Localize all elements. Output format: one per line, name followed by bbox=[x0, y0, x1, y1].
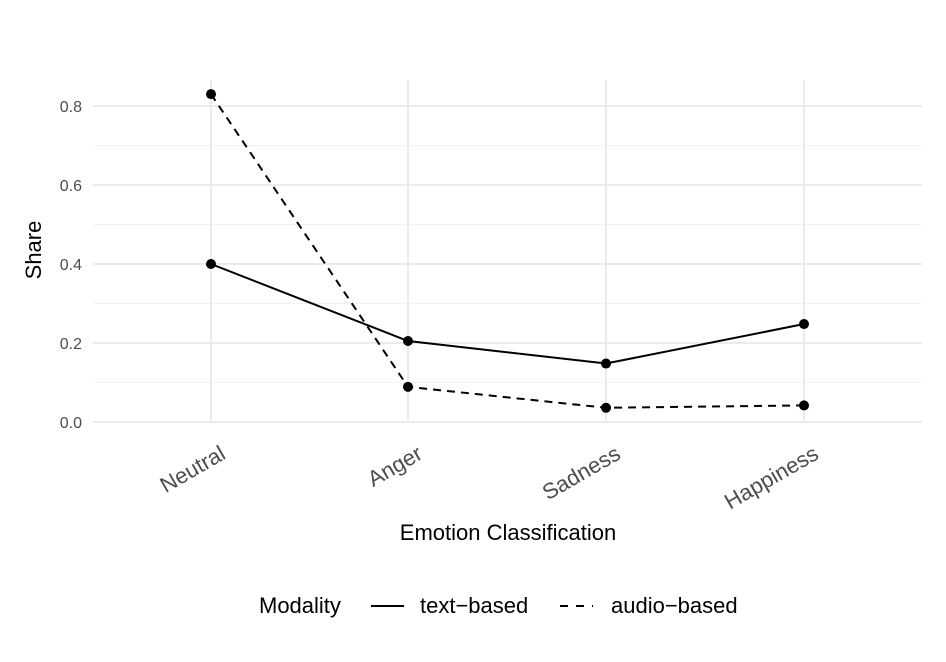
x-tick-labels: Neutral Anger Sadness Happiness bbox=[156, 441, 823, 515]
series-line-audio-based bbox=[210, 93, 805, 409]
y-tick-label: 0.0 bbox=[60, 415, 82, 432]
x-tick-label: Happiness bbox=[720, 441, 823, 515]
y-tick-label: 0.2 bbox=[60, 336, 82, 353]
series-line-text-based bbox=[210, 263, 805, 365]
legend: Modality text−based audio−based bbox=[259, 593, 738, 618]
data-point bbox=[206, 259, 216, 269]
series-layer bbox=[206, 89, 809, 413]
y-tick-label: 0.6 bbox=[60, 178, 82, 195]
data-point bbox=[206, 89, 216, 100]
x-axis-title: Emotion Classification bbox=[400, 520, 616, 545]
data-point bbox=[799, 319, 809, 330]
y-tick-labels: 0.0 0.2 0.4 0.6 0.8 bbox=[60, 99, 82, 432]
x-tick-label: Anger bbox=[363, 441, 426, 492]
data-point bbox=[601, 402, 611, 413]
data-point bbox=[403, 336, 413, 347]
x-tick-label: Sadness bbox=[538, 441, 625, 505]
y-axis-title: Share bbox=[21, 221, 46, 280]
x-tick-label: Neutral bbox=[156, 441, 230, 498]
data-point bbox=[799, 400, 809, 411]
y-tick-label: 0.4 bbox=[60, 257, 82, 274]
legend-title: Modality bbox=[259, 593, 341, 618]
legend-item-label: audio−based bbox=[611, 593, 738, 618]
y-tick-label: 0.8 bbox=[60, 99, 82, 116]
gridlines bbox=[93, 80, 922, 423]
data-point bbox=[601, 358, 611, 369]
data-point bbox=[403, 381, 413, 392]
legend-item-label: text−based bbox=[420, 593, 528, 618]
